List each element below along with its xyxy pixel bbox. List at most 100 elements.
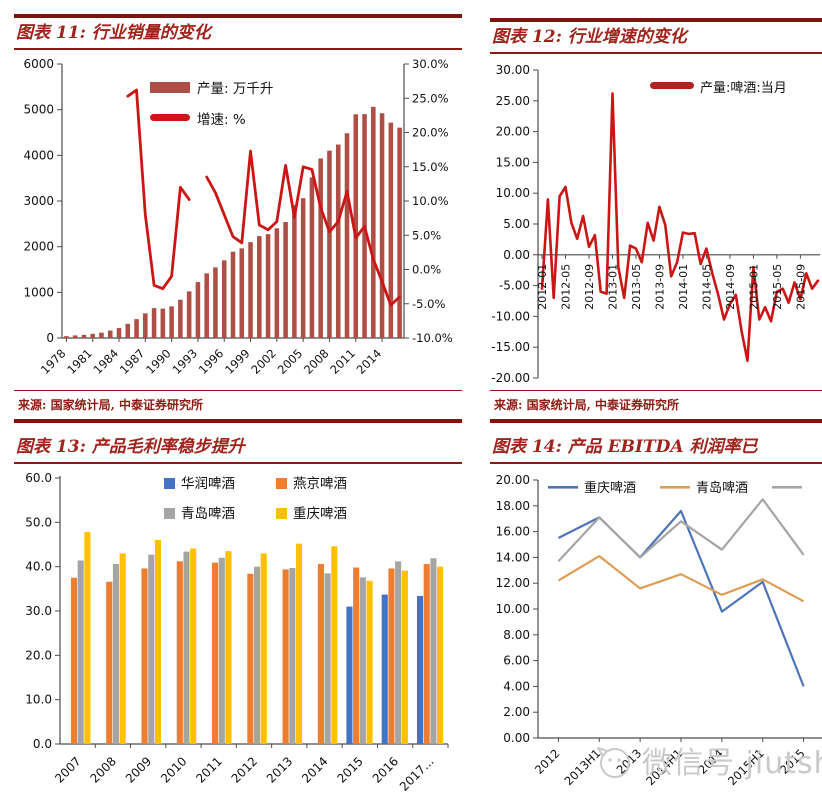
chart-11-title: 图表 11: 行业销量的变化 bbox=[16, 23, 211, 43]
svg-text:2015-01: 2015-01 bbox=[747, 263, 760, 309]
svg-text:1000: 1000 bbox=[23, 285, 54, 299]
svg-text:2010: 2010 bbox=[158, 754, 189, 785]
chart-14-figure: 0.00 2.00 4.00 6.00 8.00 10.00 12.00 14.00 16.00… bbox=[496, 473, 822, 788]
svg-text:2014-01: 2014-01 bbox=[677, 263, 690, 309]
panel-top-divider bbox=[490, 18, 822, 22]
svg-text:12.00: 12.00 bbox=[496, 576, 530, 590]
panel-chart-11: 图表 11: 行业销量的变化 0 1000 2000 3000 4000 5000 6000… bbox=[14, 14, 462, 423]
chart-13-title: 图表 13: 产品毛利率稳步提升 bbox=[16, 437, 245, 457]
svg-text:4.00: 4.00 bbox=[503, 679, 530, 693]
svg-text:1999: 1999 bbox=[222, 346, 253, 377]
svg-text:青岛啤酒: 青岛啤酒 bbox=[181, 506, 235, 522]
svg-text:0: 0 bbox=[46, 331, 54, 345]
svg-text:-20.00: -20.00 bbox=[491, 371, 530, 385]
svg-text:6000: 6000 bbox=[23, 57, 54, 71]
svg-text:2008: 2008 bbox=[88, 754, 119, 785]
panel-chart-13: 图表 13: 产品毛利率稳步提升 0.0 10.0 20.0 30.0 40.0 50.0… bbox=[14, 435, 462, 798]
svg-text:2012: 2012 bbox=[532, 746, 563, 777]
svg-text:2013: 2013 bbox=[264, 754, 295, 785]
svg-text:30.0%: 30.0% bbox=[412, 57, 449, 71]
svg-text:2013-01: 2013-01 bbox=[606, 263, 619, 309]
svg-text:2014: 2014 bbox=[299, 754, 330, 785]
svg-text:0.00: 0.00 bbox=[503, 731, 530, 745]
svg-text:2015: 2015 bbox=[777, 746, 808, 777]
svg-text:2013-05: 2013-05 bbox=[630, 263, 643, 309]
svg-text:0.0: 0.0 bbox=[33, 737, 52, 751]
svg-text:重庆啤酒: 重庆啤酒 bbox=[584, 480, 636, 496]
svg-text:30.00: 30.00 bbox=[496, 63, 530, 77]
svg-text:16.00: 16.00 bbox=[496, 524, 530, 538]
svg-text:6.00: 6.00 bbox=[503, 653, 530, 667]
svg-text:2014: 2014 bbox=[695, 746, 726, 777]
svg-text:40.0: 40.0 bbox=[25, 559, 52, 573]
svg-text:2013-09: 2013-09 bbox=[653, 263, 666, 309]
svg-text:-15.00: -15.00 bbox=[491, 340, 530, 354]
svg-text:2008: 2008 bbox=[301, 346, 332, 377]
svg-text:10.00: 10.00 bbox=[496, 186, 530, 200]
svg-text:1987: 1987 bbox=[117, 346, 148, 377]
svg-text:2017...: 2017... bbox=[397, 754, 437, 794]
svg-text:25.00: 25.00 bbox=[496, 93, 530, 107]
svg-text:0.00: 0.00 bbox=[503, 247, 530, 261]
svg-text:-10.0%: -10.0% bbox=[412, 331, 453, 345]
svg-text:10.0%: 10.0% bbox=[412, 194, 449, 208]
svg-text:1984: 1984 bbox=[91, 346, 122, 377]
svg-text:2011: 2011 bbox=[327, 346, 358, 377]
svg-text:50.0: 50.0 bbox=[25, 515, 52, 529]
svg-text:5.00: 5.00 bbox=[503, 217, 530, 231]
svg-text:2000: 2000 bbox=[23, 239, 54, 253]
svg-text:2013: 2013 bbox=[614, 746, 645, 777]
source-divider bbox=[490, 389, 822, 391]
svg-text:-10.00: -10.00 bbox=[491, 309, 530, 323]
svg-text:华润啤酒: 华润啤酒 bbox=[181, 476, 235, 492]
svg-text:2014-05: 2014-05 bbox=[700, 263, 713, 309]
svg-text:10.0: 10.0 bbox=[25, 692, 52, 706]
svg-text:3000: 3000 bbox=[23, 194, 54, 208]
svg-text:2014-09: 2014-09 bbox=[724, 263, 737, 309]
svg-text:2015-09: 2015-09 bbox=[794, 263, 807, 309]
svg-text:4000: 4000 bbox=[23, 148, 54, 162]
svg-text:2012-01: 2012-01 bbox=[536, 263, 549, 309]
svg-text:2012-05: 2012-05 bbox=[559, 263, 572, 309]
svg-text:2016: 2016 bbox=[370, 754, 401, 785]
svg-text:2009: 2009 bbox=[123, 754, 154, 785]
svg-text:15.0%: 15.0% bbox=[412, 159, 449, 173]
panel-chart-14: 图表 14: 产品 EBITDA 利润率已 0.00 2.00 4.00 6.00 8.… bbox=[490, 435, 822, 796]
svg-text:2015: 2015 bbox=[334, 754, 365, 785]
svg-text:1981: 1981 bbox=[64, 346, 95, 377]
svg-text:5.0%: 5.0% bbox=[412, 228, 441, 242]
panel-bottom-divider bbox=[490, 419, 822, 423]
svg-text:2002: 2002 bbox=[248, 346, 279, 377]
svg-text:15.00: 15.00 bbox=[496, 155, 530, 169]
svg-text:2014H1: 2014H1 bbox=[643, 746, 685, 788]
source-divider bbox=[14, 389, 462, 391]
chart-11-figure: 0 1000 2000 3000 4000 5000 6000 -10.0% -5.0% 0.0%… bbox=[23, 57, 453, 377]
panel-chart-12: 图表 12: 行业增速的变化 -20.00 -15.00 -10.00 -5.00 0.… bbox=[490, 18, 822, 423]
right-column: 图表 12: 行业增速的变化 -20.00 -15.00 -10.00 -5.00 0.… bbox=[490, 0, 822, 798]
svg-text:1990: 1990 bbox=[143, 346, 174, 377]
svg-text:-5.00: -5.00 bbox=[499, 278, 530, 292]
chart-12-source: 来源: 国家统计局, 中泰证券研究所 bbox=[494, 398, 679, 412]
svg-text:1996: 1996 bbox=[196, 346, 227, 377]
svg-text:10.00: 10.00 bbox=[496, 602, 530, 616]
title-underline bbox=[490, 462, 822, 464]
svg-text:燕京啤酒: 燕京啤酒 bbox=[293, 476, 347, 492]
svg-text:2015-05: 2015-05 bbox=[771, 263, 784, 309]
svg-text:2012-09: 2012-09 bbox=[583, 263, 596, 309]
title-underline bbox=[14, 48, 462, 50]
title-underline bbox=[490, 52, 822, 54]
svg-text:2014: 2014 bbox=[354, 346, 385, 377]
svg-text:5000: 5000 bbox=[23, 102, 54, 116]
svg-text:20.0%: 20.0% bbox=[412, 125, 449, 139]
svg-text:重庆啤酒: 重庆啤酒 bbox=[293, 506, 347, 522]
svg-text:-5.0%: -5.0% bbox=[412, 296, 445, 310]
title-underline bbox=[14, 462, 462, 464]
svg-text:产量: 万千升: 产量: 万千升 bbox=[197, 81, 273, 97]
svg-text:1978: 1978 bbox=[38, 346, 69, 377]
chart-11-source: 来源: 国家统计局, 中泰证券研究所 bbox=[18, 398, 203, 412]
chart-12-title: 图表 12: 行业增速的变化 bbox=[492, 27, 687, 47]
svg-text:20.0: 20.0 bbox=[25, 648, 52, 662]
svg-text:20.00: 20.00 bbox=[496, 473, 530, 487]
